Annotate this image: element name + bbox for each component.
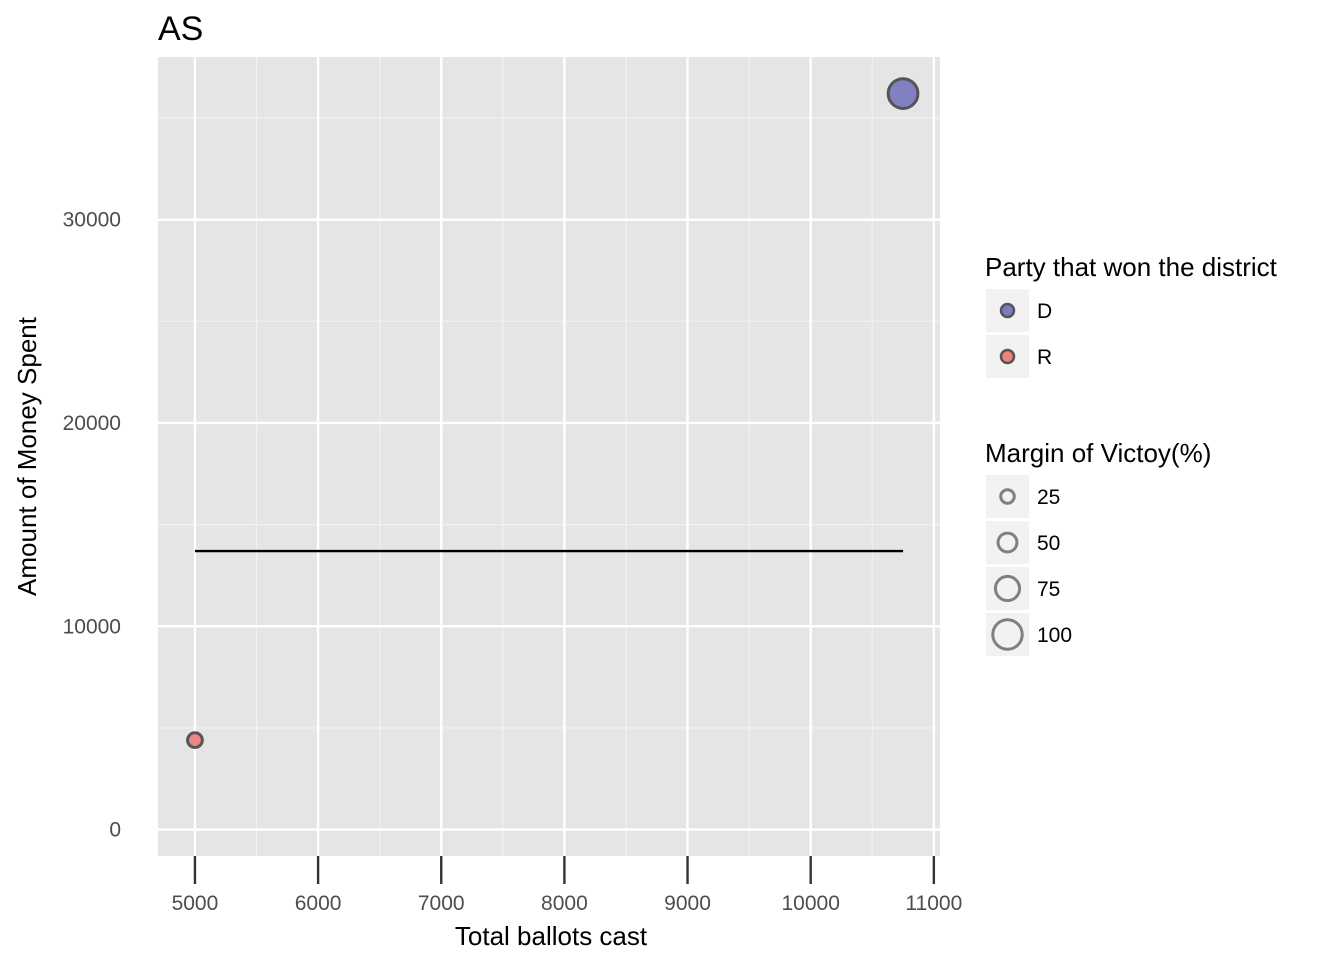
x-tick-label: 6000	[295, 892, 342, 915]
legend-key-background	[986, 475, 1029, 518]
y-axis-ticks: 0 10000 20000 30000	[63, 209, 121, 842]
legend-label: D	[1037, 300, 1052, 323]
x-axis-ticks: 5000 6000 7000 8000 9000 10000 11000	[172, 856, 962, 915]
y-axis-title: Amount of Money Spent	[12, 316, 42, 596]
legend-label: 100	[1037, 624, 1072, 647]
y-tick-label: 0	[109, 819, 121, 842]
x-tick-label: 10000	[781, 892, 839, 915]
size-legend: Margin of Victoy(%) 25 50 75 100	[985, 438, 1211, 656]
x-tick-label: 5000	[172, 892, 219, 915]
x-tick-label: 9000	[664, 892, 711, 915]
size-key-75	[993, 574, 1022, 603]
legend-key-background	[986, 567, 1029, 610]
data-points	[186, 77, 920, 749]
plot-panel	[158, 57, 940, 856]
size-key-25	[999, 488, 1016, 505]
y-tick-label: 20000	[63, 412, 121, 435]
x-tick-label: 7000	[418, 892, 465, 915]
y-tick-label: 10000	[63, 615, 121, 638]
legend-key-d	[999, 302, 1016, 319]
x-axis-title: Total ballots cast	[455, 921, 648, 951]
color-legend: Party that won the district DR	[985, 252, 1278, 378]
legend-key-background	[986, 521, 1029, 564]
legend-key-r	[999, 348, 1016, 365]
x-tick-label: 8000	[541, 892, 588, 915]
x-tick-label: 11000	[905, 892, 962, 915]
data-point-d	[886, 77, 920, 110]
size-legend-title: Margin of Victoy(%)	[985, 438, 1211, 468]
chart-title: AS	[158, 10, 203, 48]
data-point-r	[186, 731, 204, 749]
legend-label: 50	[1037, 532, 1060, 555]
color-legend-title: Party that won the district	[985, 252, 1278, 282]
legend-label: 25	[1037, 486, 1060, 509]
size-key-100	[991, 618, 1024, 651]
major-gridlines	[158, 57, 940, 856]
legend-label: 75	[1037, 578, 1060, 601]
size-key-50	[996, 531, 1019, 554]
y-tick-label: 30000	[63, 209, 121, 232]
legend-label: R	[1037, 346, 1052, 369]
